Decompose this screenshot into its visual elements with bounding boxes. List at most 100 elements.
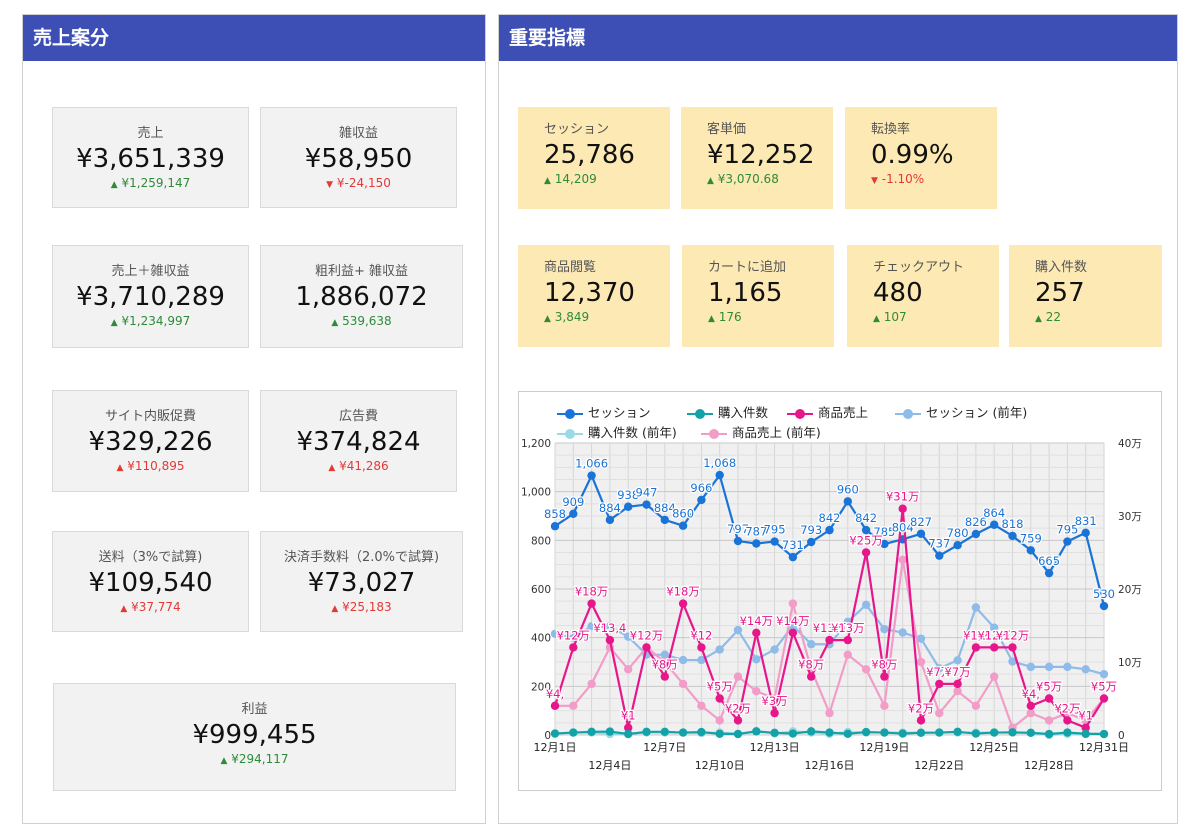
x-axis-tick-label: 12月4日 — [588, 759, 631, 772]
data-point — [861, 548, 871, 557]
data-point — [843, 729, 852, 738]
metric-value: ¥73,027 — [307, 568, 416, 598]
legend-label: セッション — [588, 405, 651, 420]
data-point — [550, 701, 560, 710]
data-point — [587, 599, 596, 608]
data-point — [733, 625, 743, 635]
data-point — [898, 729, 907, 738]
data-point — [605, 622, 615, 631]
kpi-value: ¥12,252 — [707, 140, 815, 170]
data-point — [678, 679, 688, 689]
data-point — [807, 640, 816, 649]
kpi-label: 客単価 — [707, 122, 747, 137]
data-point — [880, 728, 889, 737]
kpi-delta: ▲ ¥3,070.68 — [707, 172, 779, 186]
data-label: ¥1 — [621, 709, 636, 723]
data-point — [624, 723, 633, 732]
data-point — [1044, 568, 1054, 578]
data-point — [971, 729, 981, 738]
legend-item[interactable]: 商品売上 (前年) — [701, 422, 821, 441]
data-label: ¥2万 — [725, 701, 751, 715]
legend-item[interactable]: セッション — [557, 402, 651, 421]
legend-item[interactable]: 購入件数 — [687, 402, 768, 421]
data-point — [642, 643, 651, 652]
data-label: ¥18万 — [575, 585, 608, 599]
data-point — [898, 555, 907, 564]
data-point — [1099, 601, 1109, 611]
legend-label: 商品売上 — [818, 405, 869, 420]
data-point — [550, 729, 560, 738]
x-axis-tick-label: 12月19日 — [859, 741, 909, 754]
data-point — [715, 470, 724, 480]
data-label: 860 — [672, 507, 694, 521]
data-point — [935, 664, 944, 673]
kpi-label: チェックアウト — [873, 260, 965, 275]
legend-swatch — [557, 408, 583, 420]
right-axis-tick-label: 10万 — [1118, 657, 1142, 669]
x-axis-tick-label: 12月25日 — [969, 741, 1019, 754]
data-point — [953, 687, 962, 696]
x-axis-tick-label: 12月31日 — [1079, 741, 1129, 754]
sales-metric-card: サイト内販促費 ¥329,226 ▲ ¥110,895 — [52, 390, 249, 492]
right-axis-tick-label: 20万 — [1118, 584, 1142, 596]
metric-label: 売上 — [137, 126, 164, 141]
data-point — [788, 729, 798, 738]
data-label: 960 — [837, 482, 859, 496]
data-point — [715, 729, 724, 738]
data-label: 795 — [1056, 523, 1078, 537]
data-point — [1081, 723, 1090, 732]
data-point — [569, 728, 578, 737]
metric-label: 広告費 — [338, 409, 378, 424]
data-point — [733, 672, 743, 681]
x-axis-tick-label: 12月7日 — [643, 741, 686, 754]
data-point — [587, 622, 596, 631]
kpi-value: 480 — [873, 278, 923, 308]
data-point — [733, 536, 743, 546]
kpi-label: カートに追加 — [708, 260, 787, 275]
data-point — [843, 650, 852, 659]
metric-delta: ▲ 539,638 — [331, 314, 392, 328]
kpi-value: 1,165 — [708, 278, 783, 308]
left-axis-tick-label: 800 — [531, 535, 551, 547]
metric-delta: ▲ ¥25,183 — [331, 600, 392, 614]
data-point — [678, 521, 688, 530]
data-point — [642, 500, 651, 509]
data-point — [1063, 728, 1072, 737]
data-label: 737 — [928, 537, 950, 551]
data-point — [697, 727, 706, 737]
data-point — [1008, 643, 1017, 652]
legend-item[interactable]: セッション (前年) — [895, 402, 1027, 421]
legend-swatch — [701, 428, 727, 440]
kpi-card: 客単価 ¥12,252 ▲ ¥3,070.68 — [681, 107, 833, 209]
kpi-label: 転換率 — [871, 122, 911, 137]
panel-title: 重要指標 — [509, 27, 586, 49]
right-axis-tick-label: 40万 — [1118, 438, 1142, 450]
data-label: 909 — [562, 495, 584, 509]
metric-delta: ▲ ¥110,895 — [116, 459, 185, 473]
legend-item[interactable]: 商品売上 — [787, 402, 868, 421]
metric-label: サイト内販促費 — [104, 409, 196, 424]
data-point — [678, 728, 688, 737]
data-point — [587, 727, 596, 737]
data-point — [788, 599, 798, 608]
legend-swatch — [557, 428, 583, 440]
data-point — [1026, 546, 1035, 555]
data-point — [660, 515, 669, 525]
metric-value: ¥3,651,339 — [76, 144, 225, 174]
data-label: ¥1 — [1078, 709, 1093, 723]
metric-delta: ▲ ¥1,259,147 — [110, 176, 191, 190]
data-point — [697, 701, 706, 710]
data-point — [1008, 531, 1017, 541]
data-label: ¥12 — [690, 628, 712, 642]
data-label: ¥18万 — [666, 585, 699, 599]
arrow-up-icon: ▲ — [220, 756, 228, 766]
arrow-up-icon: ▲ — [544, 176, 551, 186]
data-point — [880, 624, 889, 634]
legend-item[interactable]: 購入件数 (前年) — [557, 422, 677, 441]
data-point — [697, 655, 706, 665]
data-label: 831 — [1075, 514, 1097, 528]
data-label: ¥12万 — [996, 628, 1029, 642]
data-point — [990, 623, 999, 632]
data-point — [624, 632, 633, 641]
data-point — [971, 643, 981, 652]
